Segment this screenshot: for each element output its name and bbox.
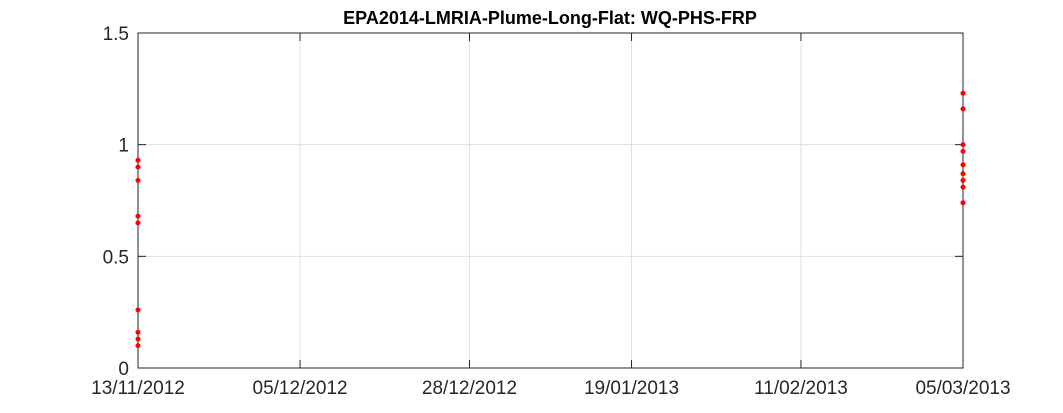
data-points [135, 90, 966, 349]
y-tick-label: 0.5 [103, 247, 129, 268]
data-point [135, 220, 141, 226]
axes-background [138, 33, 963, 368]
tick-labels: 13/11/2012 05/12/2012 28/12/2012 19/01/2013… [91, 24, 1010, 399]
data-point [135, 164, 141, 170]
x-tick-label: 11/02/2013 [754, 378, 848, 399]
data-point [135, 336, 141, 342]
data-point [960, 171, 966, 177]
x-tick-label: 28/12/2012 [422, 378, 517, 399]
data-point [135, 343, 141, 349]
data-point [135, 329, 141, 335]
data-point [135, 213, 141, 219]
data-point [960, 184, 966, 190]
data-point [960, 200, 966, 206]
data-point [135, 307, 141, 313]
x-tick-label: 19/01/2013 [584, 378, 679, 399]
y-tick-label: 1 [118, 136, 129, 157]
x-tick-label: 05/12/2012 [253, 378, 348, 399]
data-point [960, 106, 966, 112]
y-tick-label: 1.5 [103, 24, 129, 45]
data-point [135, 177, 141, 183]
y-tick-label: 0 [118, 359, 129, 380]
x-tick-label: 05/03/2013 [915, 378, 1010, 399]
x-tick-label: 13/11/2012 [91, 378, 185, 399]
data-point [960, 148, 966, 154]
data-point [960, 90, 966, 96]
data-point [960, 162, 966, 168]
data-point [960, 177, 966, 183]
tick-marks [137, 32, 964, 369]
chart-title: EPA2014-LMRIA-Plume-Long-Flat: WQ-PHS-FR… [343, 8, 757, 28]
data-point [135, 157, 141, 163]
data-point [960, 142, 966, 148]
